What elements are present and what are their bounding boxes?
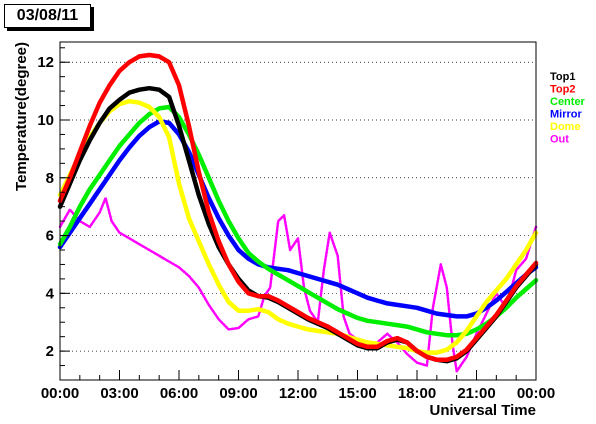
legend-entry-top1: Top1 [550, 71, 575, 83]
x-tick-label: 09:00 [219, 385, 257, 402]
y-tick-label: 10 [37, 112, 54, 129]
x-tick-label: 12:00 [279, 385, 317, 402]
x-tick-label: 15:00 [338, 385, 376, 402]
x-tick-label: 21:00 [457, 385, 495, 402]
y-tick-label: 12 [37, 54, 54, 71]
series-layer [57, 52, 539, 373]
y-tick-label: 2 [46, 343, 54, 360]
chart-title: 03/08/11 [4, 4, 91, 28]
x-tick-label: 00:00 [517, 385, 555, 402]
legend-entry-dome: Dome [550, 121, 581, 133]
y-tick-label: 6 [46, 228, 54, 245]
y-axis-title: Temperature(degree) [13, 42, 30, 191]
legend-entry-top2: Top2 [550, 84, 575, 96]
x-axis-title: Universal Time [430, 402, 536, 419]
series-line-center [57, 104, 539, 338]
y-tick-label: 8 [46, 170, 54, 187]
legend-entry-mirror: Mirror [550, 109, 583, 121]
legend-entry-center: Center [550, 96, 586, 108]
x-tick-label: 18:00 [398, 385, 436, 402]
series-line-mirror [57, 119, 539, 319]
legend-entry-out: Out [550, 134, 569, 146]
series-line-top2 [57, 52, 539, 363]
x-tick-label: 03:00 [100, 385, 138, 402]
series-line-dome [57, 98, 539, 355]
y-tick-label: 4 [46, 285, 55, 302]
x-tick-label: 00:00 [41, 385, 79, 402]
x-tick-label: 06:00 [160, 385, 198, 402]
grid-layer [60, 61, 536, 352]
axis-layer: 00:00 03:00 06:00 09:00 12:00 15:00 18:00 21:00… [37, 47, 555, 402]
